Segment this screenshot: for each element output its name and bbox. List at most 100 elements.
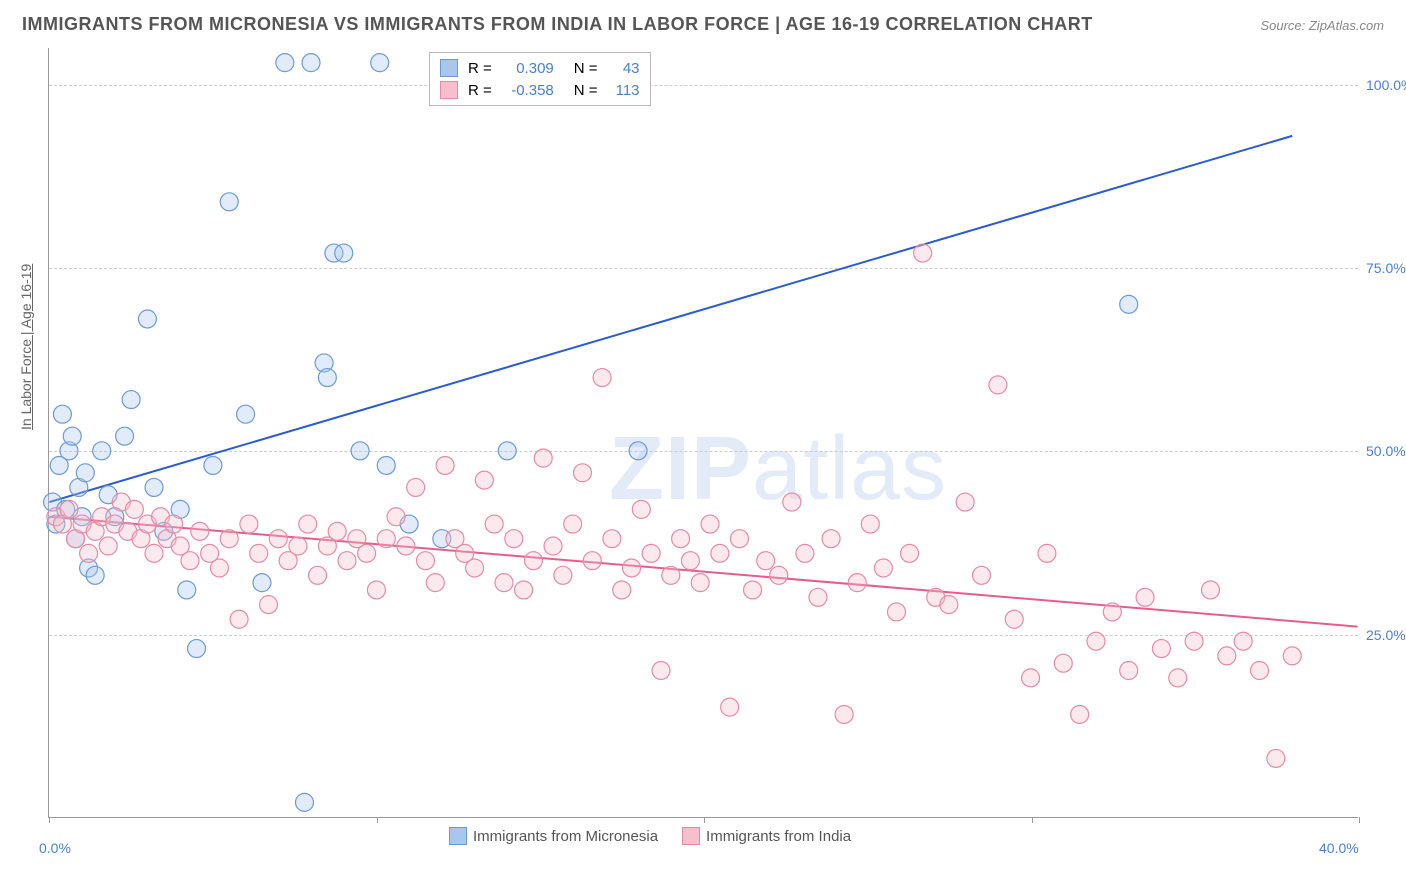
scatter-point bbox=[63, 427, 81, 445]
r-value-1: 0.309 bbox=[498, 60, 554, 77]
scatter-point bbox=[956, 493, 974, 511]
y-tick-label: 25.0% bbox=[1366, 627, 1406, 643]
swatch-india bbox=[440, 81, 458, 99]
scatter-point bbox=[220, 193, 238, 211]
scatter-point bbox=[99, 537, 117, 555]
x-tick-mark bbox=[377, 817, 378, 823]
scatter-point bbox=[295, 793, 313, 811]
n-label: N = bbox=[574, 60, 598, 77]
scatter-point bbox=[534, 449, 552, 467]
scatter-point bbox=[338, 552, 356, 570]
scatter-point bbox=[318, 369, 336, 387]
scatter-point bbox=[269, 530, 287, 548]
scatter-point bbox=[116, 427, 134, 445]
scatter-point bbox=[165, 515, 183, 533]
scatter-point bbox=[475, 471, 493, 489]
scatter-point bbox=[744, 581, 762, 599]
scatter-point bbox=[485, 515, 503, 533]
x-tick-mark bbox=[49, 817, 50, 823]
scatter-point bbox=[93, 442, 111, 460]
r-label: R = bbox=[468, 60, 492, 77]
scatter-point bbox=[505, 530, 523, 548]
scatter-point bbox=[564, 515, 582, 533]
scatter-point bbox=[328, 522, 346, 540]
x-tick-mark bbox=[1032, 817, 1033, 823]
scatter-point bbox=[426, 574, 444, 592]
scatter-point bbox=[940, 596, 958, 614]
scatter-point bbox=[796, 544, 814, 562]
scatter-point bbox=[377, 530, 395, 548]
scatter-point bbox=[358, 544, 376, 562]
scatter-point bbox=[351, 442, 369, 460]
scatter-point bbox=[662, 566, 680, 584]
scatter-point bbox=[623, 559, 641, 577]
scatter-point bbox=[973, 566, 991, 584]
scatter-point bbox=[145, 478, 163, 496]
scatter-point bbox=[835, 705, 853, 723]
chart-title: IMMIGRANTS FROM MICRONESIA VS IMMIGRANTS… bbox=[22, 14, 1093, 35]
scatter-point bbox=[436, 456, 454, 474]
scatter-point bbox=[80, 544, 98, 562]
scatter-point bbox=[544, 537, 562, 555]
scatter-point bbox=[498, 442, 516, 460]
scatter-point bbox=[629, 442, 647, 460]
scatter-point bbox=[701, 515, 719, 533]
source-label: Source: ZipAtlas.com bbox=[1260, 18, 1384, 33]
scatter-point bbox=[1251, 662, 1269, 680]
n-value-1: 43 bbox=[604, 60, 640, 77]
scatter-point bbox=[387, 508, 405, 526]
scatter-point bbox=[524, 552, 542, 570]
scatter-point bbox=[783, 493, 801, 511]
scatter-point bbox=[672, 530, 690, 548]
scatter-point bbox=[309, 566, 327, 584]
r-value-2: -0.358 bbox=[498, 82, 554, 99]
scatter-point bbox=[230, 610, 248, 628]
scatter-point bbox=[613, 581, 631, 599]
scatter-point bbox=[371, 54, 389, 72]
scatter-point bbox=[416, 552, 434, 570]
scatter-point bbox=[822, 530, 840, 548]
scatter-point bbox=[1005, 610, 1023, 628]
y-tick-label: 50.0% bbox=[1366, 443, 1406, 459]
legend-row-2: R = -0.358 N = 113 bbox=[440, 79, 640, 101]
scatter-point bbox=[76, 464, 94, 482]
scatter-point bbox=[1283, 647, 1301, 665]
y-tick-label: 75.0% bbox=[1366, 260, 1406, 276]
scatter-point bbox=[204, 456, 222, 474]
legend-item-micronesia: Immigrants from Micronesia bbox=[449, 827, 658, 845]
plot-area: ZIPatlas R = 0.309 N = 43 R = -0.358 N =… bbox=[48, 48, 1358, 818]
trend-line bbox=[49, 136, 1292, 502]
scatter-point bbox=[145, 544, 163, 562]
scatter-point bbox=[466, 559, 484, 577]
swatch-micronesia bbox=[440, 59, 458, 77]
scatter-point bbox=[1071, 705, 1089, 723]
y-axis-label: In Labor Force | Age 16-19 bbox=[18, 264, 34, 430]
scatter-point bbox=[188, 640, 206, 658]
scatter-point bbox=[1103, 603, 1121, 621]
scatter-point bbox=[240, 515, 258, 533]
scatter-point bbox=[276, 54, 294, 72]
scatter-point bbox=[125, 500, 143, 518]
scatter-point bbox=[989, 376, 1007, 394]
scatter-point bbox=[593, 369, 611, 387]
scatter-point bbox=[1120, 662, 1138, 680]
scatter-point bbox=[260, 596, 278, 614]
scatter-point bbox=[757, 552, 775, 570]
scatter-point bbox=[583, 552, 601, 570]
scatter-point bbox=[603, 530, 621, 548]
y-tick-label: 100.0% bbox=[1366, 77, 1406, 93]
scatter-point bbox=[730, 530, 748, 548]
scatter-point bbox=[1267, 749, 1285, 767]
scatter-point bbox=[299, 515, 317, 533]
scatter-point bbox=[60, 500, 78, 518]
scatter-point bbox=[874, 559, 892, 577]
scatter-point bbox=[1234, 632, 1252, 650]
scatter-point bbox=[1054, 654, 1072, 672]
scatter-point bbox=[178, 581, 196, 599]
x-tick-mark bbox=[704, 817, 705, 823]
legend-stats-box: R = 0.309 N = 43 R = -0.358 N = 113 bbox=[429, 52, 651, 106]
scatter-point bbox=[681, 552, 699, 570]
scatter-point bbox=[181, 552, 199, 570]
scatter-point bbox=[1022, 669, 1040, 687]
scatter-point bbox=[1136, 588, 1154, 606]
